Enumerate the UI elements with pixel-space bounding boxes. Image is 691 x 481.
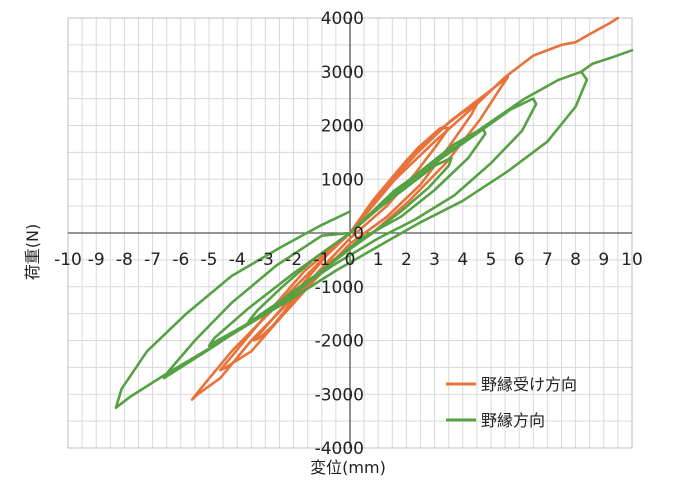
y-tick-label: -3000 [315,385,364,405]
tick-labels: -10 -9 -8 -7 -6 -5 -4 -3 -2 -1 0 1 2 3 4 5 6 7 8 9 104000300… [54,9,643,459]
x-tick-label: 2 [401,250,412,270]
x-tick-label: 0 [345,250,356,270]
x-axis-title: 変位(mm) [310,458,386,477]
x-tick-label: -10 [54,250,82,270]
x-tick-label: 8 [570,250,581,270]
series-2-loop-5 [579,49,634,74]
y-tick-label: -1000 [315,278,364,298]
x-tick-label: 4 [457,250,468,270]
x-tick-label: 9 [598,250,609,270]
x-tick-label: -7 [144,250,161,270]
x-tick-label: -1 [313,250,330,270]
series-lines [114,16,634,409]
x-tick-label: 10 [621,250,643,270]
y-tick-label: 4000 [321,9,364,29]
x-tick-label: -4 [229,250,246,270]
legend-label-series-2: 野縁方向 [481,411,545,430]
y-axis-title: 荷重(N) [23,224,42,280]
y-tick-label: 3000 [321,63,364,83]
x-tick-label: 5 [486,250,497,270]
x-tick-label: 6 [514,250,525,270]
x-tick-label: 3 [429,250,440,270]
x-tick-label: -8 [116,250,133,270]
x-tick-label: -6 [172,250,189,270]
x-tick-label: -3 [257,250,274,270]
y-tick-label: 0 [353,224,364,244]
y-tick-label: 2000 [321,117,364,137]
x-tick-label: -9 [88,250,105,270]
x-tick-label: 1 [373,250,384,270]
x-tick-label: 7 [542,250,553,270]
y-tick-label: 1000 [321,170,364,190]
series-1-loop-4 [348,16,620,235]
y-tick-label: -4000 [315,439,364,459]
legend-label-series-1: 野縁受け方向 [481,375,577,394]
legend: 野縁受け方向 野縁方向 [446,375,577,430]
y-tick-label: -2000 [315,332,364,352]
series-2-loop-2 [207,126,487,348]
plot-area: -10 -9 -8 -7 -6 -5 -4 -3 -2 -1 0 1 2 3 4 5 6 7 8 9 104000300… [54,9,643,459]
series-2-loop-1 [247,156,453,323]
x-tick-label: -5 [201,250,218,270]
series-2-loop-4 [114,70,589,409]
x-tick-label: -2 [285,250,302,270]
